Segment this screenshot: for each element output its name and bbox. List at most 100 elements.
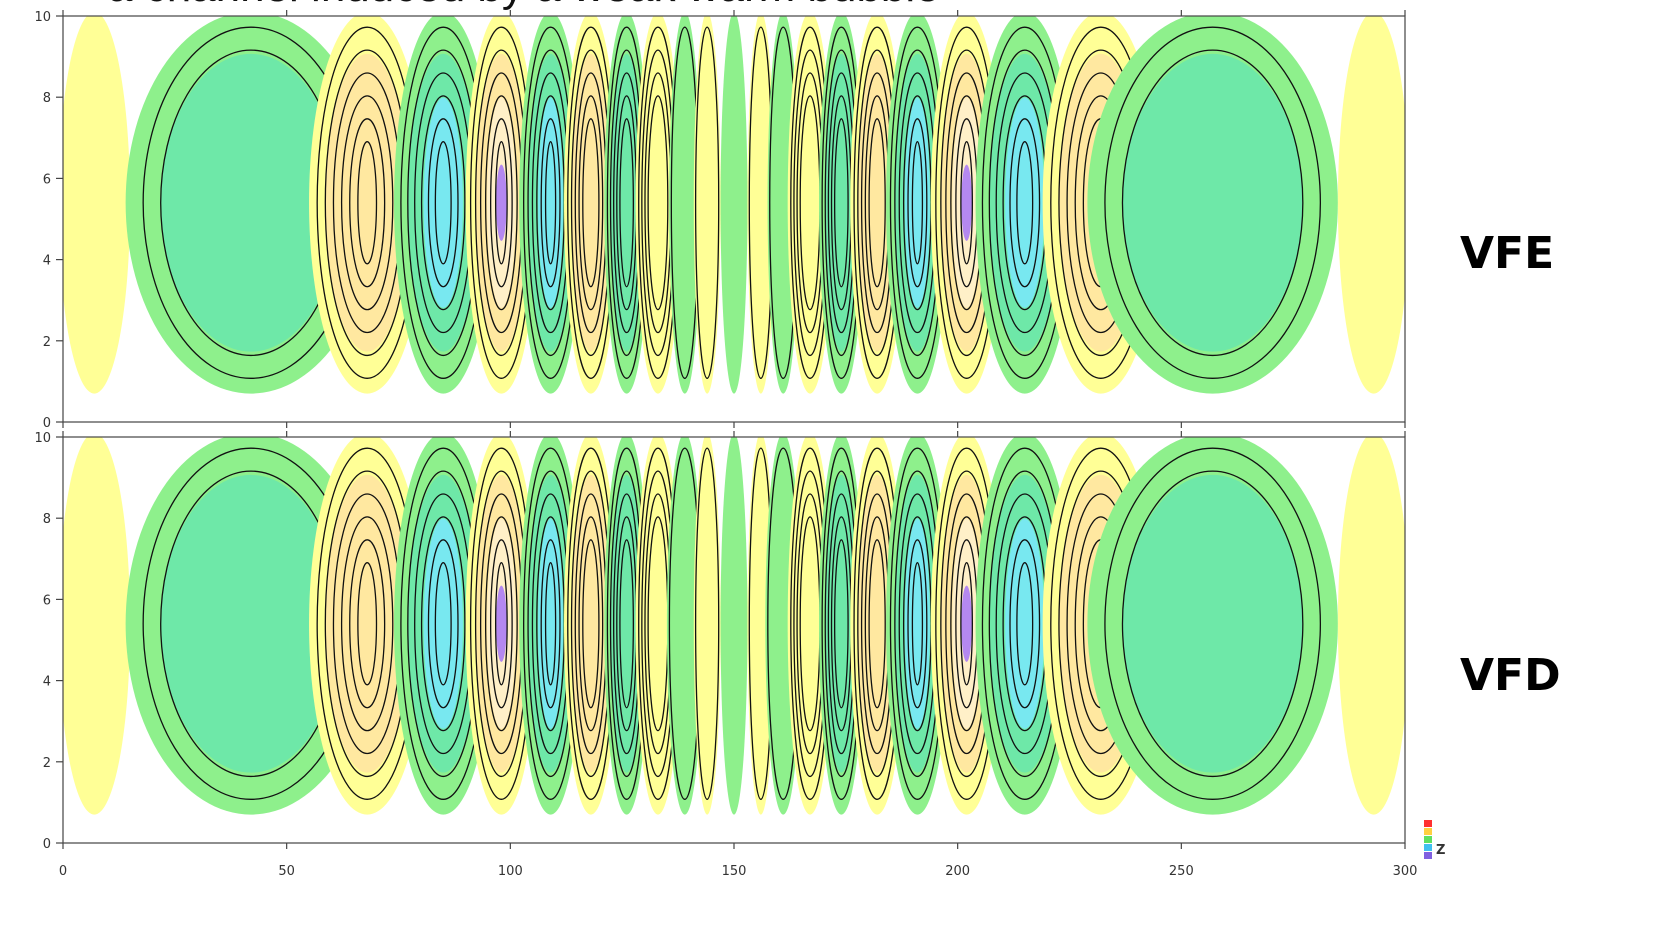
colorbar-swatch	[1424, 852, 1432, 859]
ytick-label: 8	[43, 91, 51, 106]
cell-5-contour-5	[544, 141, 557, 265]
cell-19-core	[1005, 518, 1045, 729]
cell-6-contour-4	[582, 539, 600, 709]
cell-3-contour-5	[434, 141, 452, 265]
cell-11-fill	[720, 437, 748, 815]
cell-21-contour-0	[1104, 26, 1322, 379]
cell-6-contour-3	[578, 95, 604, 311]
ytick-label: 6	[43, 172, 51, 187]
cell-15-shade	[825, 474, 858, 773]
panel-label-vfe: VFE	[1460, 228, 1554, 279]
cell-18-contour-5	[960, 141, 973, 265]
cell-17-contour-5	[911, 562, 924, 686]
cell-22-fill	[1337, 16, 1405, 394]
cell-10-contour-0	[694, 447, 720, 800]
cell-3-contour-3	[420, 516, 466, 732]
cell-17-contour-5	[911, 141, 924, 265]
panel-vfe: 0 2 4 6 8 10 VFE	[34, 10, 1554, 431]
cell-2-shade	[325, 474, 410, 773]
colorbar-swatch	[1424, 820, 1432, 827]
cell-3-contour-4	[427, 539, 459, 709]
xtick-label: 0	[59, 864, 67, 879]
xtick-label: 300	[1393, 864, 1418, 879]
cell-17-contour-4	[907, 539, 928, 709]
cell-12-fill	[747, 437, 775, 815]
ytick-label: 10	[34, 10, 51, 25]
cell-4-peak	[496, 164, 507, 241]
cell-4-contour-5	[495, 141, 508, 265]
ytick-label: 4	[43, 254, 51, 269]
ytick-label: 0	[43, 837, 51, 852]
cell-16-contour-4	[868, 118, 886, 288]
cell-1-shade	[160, 53, 342, 352]
ytick-label: 0	[43, 416, 51, 431]
cell-4-contour-3	[484, 95, 518, 311]
cell-19-contour-5	[1016, 562, 1034, 686]
cell-18-contour-5	[960, 562, 973, 686]
cell-17-core	[904, 97, 930, 308]
cell-7-shade	[610, 474, 643, 773]
cell-2-contour-5	[357, 141, 378, 265]
xtick-label: 100	[498, 864, 523, 879]
colorbar-swatch	[1424, 844, 1432, 851]
xtick-label: 250	[1169, 864, 1194, 879]
cell-2-contour-4	[349, 118, 386, 288]
cell-5-core	[538, 518, 564, 729]
cell-4-contour-4	[490, 118, 513, 288]
cell-21-shade	[1122, 474, 1303, 773]
ytick-label: 2	[43, 756, 51, 771]
cell-21-shade	[1122, 53, 1303, 352]
xtick-label: 200	[945, 864, 970, 879]
cell-8-fill	[635, 16, 681, 394]
cell-1-shade	[160, 474, 342, 773]
ytick-label: 6	[43, 593, 51, 608]
ytick-label: 10	[34, 431, 51, 446]
cell-21-contour-1	[1121, 49, 1304, 357]
cell-5-core	[538, 97, 564, 308]
cell-3-contour-5	[434, 562, 452, 686]
cell-2-shade	[325, 53, 410, 352]
cell-8-contour-3	[647, 95, 669, 311]
colorbar-label: Z	[1436, 843, 1445, 858]
cell-9-fill	[666, 437, 703, 815]
cell-18-peak	[961, 164, 972, 241]
cell-14-fill	[787, 16, 833, 394]
cell-19-core	[1005, 97, 1045, 308]
cell-10-fill	[693, 16, 721, 394]
colorbar-swatch	[1424, 828, 1432, 835]
cell-15-contour-4	[833, 118, 849, 288]
cell-2-contour-4	[349, 539, 386, 709]
cell-11-fill	[720, 16, 748, 394]
cell-3-contour-4	[427, 118, 459, 288]
ytick-label: 4	[43, 675, 51, 690]
xtick-label: 150	[722, 864, 747, 879]
cell-10-fill	[693, 437, 721, 815]
cell-7-contour-4	[619, 539, 634, 709]
cell-2-contour-3	[340, 516, 394, 732]
cell-6-shade	[571, 474, 611, 773]
xtick-label: 50	[278, 864, 295, 879]
cell-6-shade	[571, 53, 611, 352]
cell-14-fill	[787, 437, 833, 815]
cell-15-contour-4	[833, 539, 849, 709]
cell-7-contour-4	[619, 118, 634, 288]
cell-18-peak	[961, 585, 972, 662]
cell-3-core	[423, 518, 463, 729]
colorbar-mark: Z	[1424, 820, 1445, 859]
cell-8-fill	[635, 437, 681, 815]
cell-4-peak	[496, 585, 507, 662]
cell-22-fill	[1337, 437, 1405, 815]
cell-19-contour-4	[1009, 118, 1041, 288]
cell-2-contour-5	[357, 562, 378, 686]
cell-4-contour-4	[490, 539, 513, 709]
cell-4-contour-3	[484, 516, 518, 732]
cell-19-contour-5	[1016, 141, 1034, 265]
cell-6-contour-3	[578, 516, 604, 732]
cell-15-shade	[825, 53, 858, 352]
cell-3-core	[423, 97, 463, 308]
cell-21-contour-1	[1121, 470, 1304, 778]
cell-16-shade	[857, 53, 897, 352]
cell-2-contour-3	[340, 95, 394, 311]
